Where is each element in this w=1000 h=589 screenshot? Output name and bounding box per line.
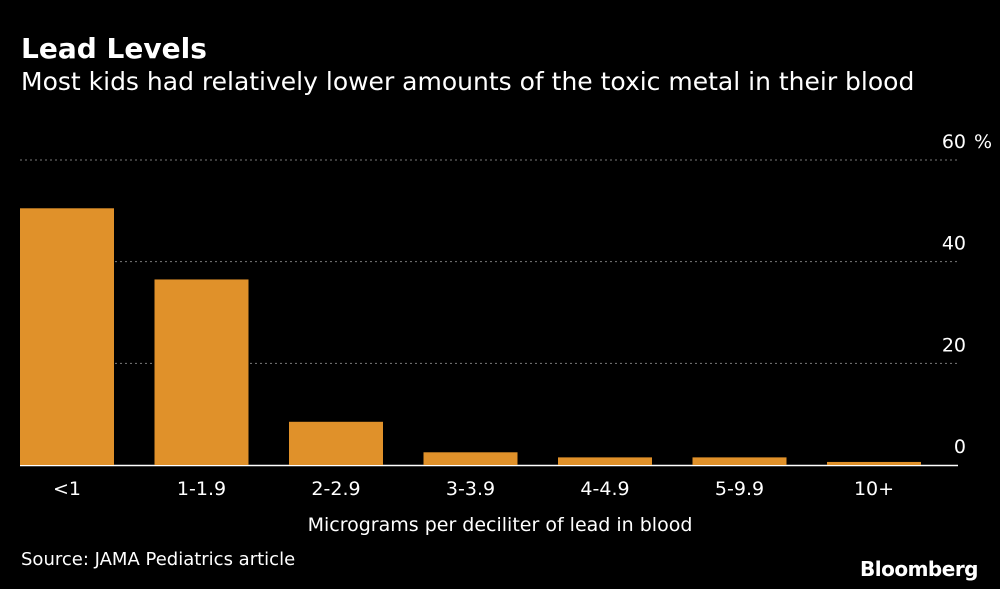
x-tick-label: 2-2.9 [311,478,360,500]
x-tick-label: 3-3.9 [446,478,495,500]
bar [154,279,249,465]
bar [827,461,921,465]
chart-subtitle: Most kids had relatively lower amounts o… [21,67,915,96]
bloomberg-logo: Bloomberg [860,557,978,581]
source-note: Source: JAMA Pediatrics article [21,549,296,570]
y-unit-label: % [974,131,992,153]
bar [20,208,114,465]
x-tick-label: 5-9.9 [715,478,764,500]
y-tick-label: 40 [942,233,966,255]
x-tick-label: 10+ [854,478,894,500]
tick-labels: 0 20 40 60 % <1 1-1.9 2-2.9 3-3.9 4-4.9 5-9.9 10+ [53,131,992,500]
y-tick-label: 20 [942,334,966,356]
y-tick-label: 0 [954,436,966,458]
chart-title: Lead Levels [21,32,207,65]
bar [423,452,518,465]
bars [20,208,921,465]
y-tick-label: 60 [942,131,966,153]
bar [692,457,787,465]
bar [289,421,383,465]
x-tick-label: <1 [53,478,81,500]
x-axis-title: Micrograms per deciliter of lead in bloo… [308,514,693,536]
x-tick-label: 1-1.9 [177,478,226,500]
bar [558,457,652,465]
x-tick-label: 4-4.9 [580,478,629,500]
